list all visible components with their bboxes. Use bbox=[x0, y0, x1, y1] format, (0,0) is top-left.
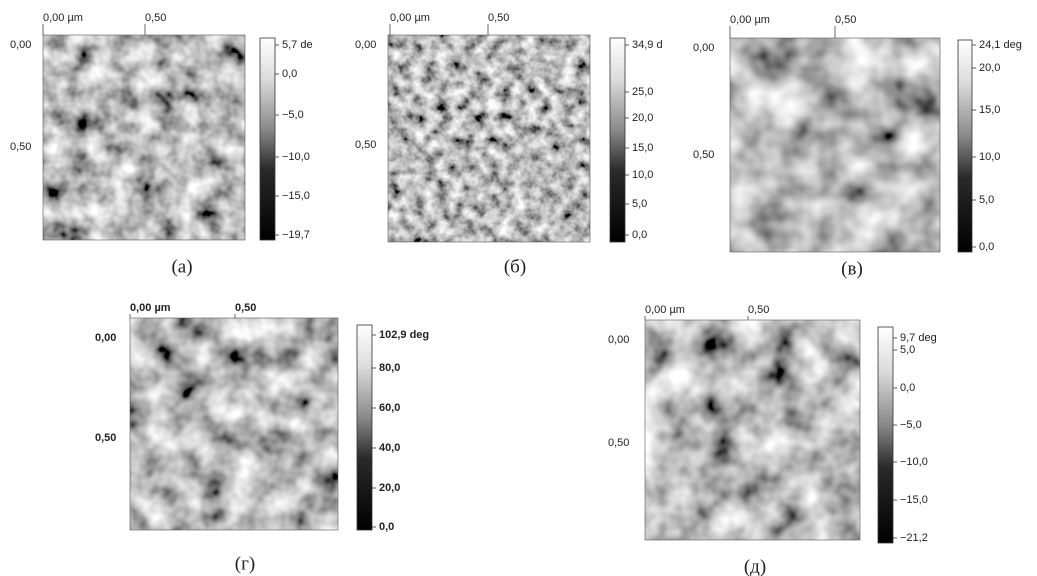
scale-label: 0,0 bbox=[379, 521, 394, 533]
panel-caption: (г) bbox=[235, 553, 255, 574]
scale-label: 25,0 bbox=[632, 86, 653, 98]
y-axis-label: 0,00 bbox=[10, 39, 31, 51]
afm-image bbox=[730, 38, 940, 252]
scale-label: 40,0 bbox=[379, 442, 400, 454]
x-axis-label: 0,50 bbox=[835, 14, 856, 26]
scale-label: −10,0 bbox=[282, 151, 310, 163]
scale-label: 5,7 de bbox=[282, 39, 313, 51]
scale-label: −10,0 bbox=[900, 456, 928, 468]
color-scale bbox=[610, 38, 625, 242]
scale-label: 5,0 bbox=[979, 194, 994, 206]
scale-label: 80,0 bbox=[379, 362, 400, 374]
scale-label: −15,0 bbox=[282, 190, 310, 202]
scale-label: 34,9 d bbox=[632, 39, 663, 51]
y-axis-label: 0,50 bbox=[355, 139, 376, 151]
scale-label: 9,7 deg bbox=[900, 332, 937, 344]
color-scale bbox=[260, 38, 275, 240]
color-scale bbox=[878, 327, 893, 543]
panel-caption: (а) bbox=[171, 256, 192, 277]
x-axis-label: 0,00 µm bbox=[645, 304, 685, 316]
afm-image bbox=[388, 35, 590, 242]
figure: 0,00 µm 0,50 0,00 0,50 5,7 de 0,0 −5,0 −10,0 −15… bbox=[0, 0, 1037, 576]
y-axis-label: 0,00 bbox=[693, 42, 714, 54]
y-axis-label: 0,50 bbox=[95, 432, 116, 444]
x-axis-label: 0,50 bbox=[235, 302, 256, 314]
scale-label: 10,0 bbox=[632, 169, 653, 181]
panel-caption: (в) bbox=[841, 258, 863, 279]
scale-label: −5,0 bbox=[282, 109, 304, 121]
x-axis-label: 0,50 bbox=[748, 304, 769, 316]
scale-label: 60,0 bbox=[379, 402, 400, 414]
panel-caption: (д) bbox=[744, 556, 766, 576]
y-axis-label: 0,00 bbox=[355, 39, 376, 51]
scale-label: −21,2 bbox=[900, 532, 928, 544]
x-axis-label: 0,00 µm bbox=[730, 14, 770, 26]
scale-label: 15,0 bbox=[979, 104, 1000, 116]
scale-label: 20,0 bbox=[379, 482, 400, 494]
x-axis-label: 0,00 µm bbox=[43, 12, 83, 24]
scale-label: −15,0 bbox=[900, 494, 928, 506]
scale-label: 20,0 bbox=[979, 62, 1000, 74]
scale-label: 10,0 bbox=[979, 151, 1000, 163]
x-axis-label: 0,50 bbox=[145, 12, 166, 24]
scale-label: 20,0 bbox=[632, 112, 653, 124]
x-axis-label: 0,00 µm bbox=[390, 12, 430, 24]
scale-label: −5,0 bbox=[900, 419, 922, 431]
scale-label: −19,7 bbox=[282, 229, 310, 241]
y-axis-label: 0,50 bbox=[608, 437, 629, 449]
scale-label: 102,9 deg bbox=[379, 329, 429, 341]
scale-label: 24,1 deg bbox=[979, 39, 1022, 51]
panel-caption: (б) bbox=[504, 256, 526, 277]
x-axis-label: 0,50 bbox=[488, 12, 509, 24]
afm-image bbox=[645, 320, 860, 540]
color-scale bbox=[958, 40, 972, 252]
color-scale bbox=[357, 325, 372, 530]
scale-label: 0,0 bbox=[632, 229, 647, 241]
scale-label: 5,0 bbox=[632, 198, 647, 210]
y-axis-label: 0,00 bbox=[95, 332, 116, 344]
scale-label: 0,0 bbox=[282, 68, 297, 80]
y-axis-label: 0,00 bbox=[608, 334, 629, 346]
scale-label: 0,0 bbox=[979, 241, 994, 253]
y-axis-label: 0,50 bbox=[10, 141, 31, 153]
scale-label: 0,0 bbox=[900, 382, 915, 394]
afm-image bbox=[130, 318, 338, 530]
y-axis-label: 0,50 bbox=[693, 149, 714, 161]
scale-label: 5,0 bbox=[900, 344, 915, 356]
x-axis-label: 0,00 µm bbox=[130, 302, 171, 314]
scale-label: 15,0 bbox=[632, 142, 653, 154]
afm-image bbox=[43, 35, 245, 240]
